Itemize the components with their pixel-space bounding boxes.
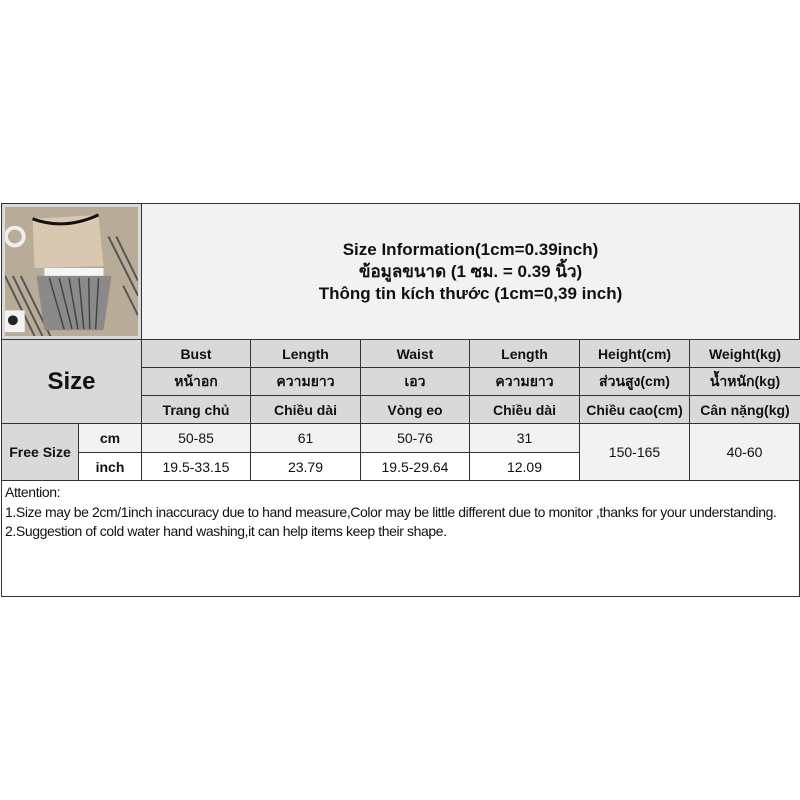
notes-heading: Attention: bbox=[5, 484, 61, 500]
column-header-en: Height(cm) bbox=[579, 339, 690, 368]
unit-inch: inch bbox=[78, 452, 142, 481]
notes-text: Attention: 1.Size may be 2cm/1inch inacc… bbox=[2, 481, 779, 544]
column-header-en: Weight(kg) bbox=[689, 339, 800, 368]
column-header-vi: Vòng eo bbox=[360, 395, 470, 424]
column-header-th: ส่วนสูง(cm) bbox=[579, 367, 690, 396]
cm-value-cell: 61 bbox=[250, 423, 361, 453]
title-english: Size Information(1cm=0.39inch) bbox=[342, 239, 599, 259]
free-size-label: Free Size bbox=[1, 423, 79, 481]
column-header-en: Length bbox=[250, 339, 361, 368]
column-header-th: น้ำหนัก(kg) bbox=[689, 367, 800, 396]
note-1: 1.Size may be 2cm/1inch inaccuracy due t… bbox=[5, 503, 777, 520]
column-header-vi: Trang chủ bbox=[141, 395, 251, 424]
column-header-en: Bust bbox=[141, 339, 251, 368]
unit-cm: cm bbox=[78, 423, 142, 453]
size-info-title: Size Information(1cm=0.39inch) ข้อมูลขนา… bbox=[141, 203, 800, 340]
column-header-vi: Chiều cao(cm) bbox=[579, 395, 690, 424]
title-vietnamese: Thông tin kích thước (1cm=0,39 inch) bbox=[318, 283, 623, 303]
column-header-vi: Chiều dài bbox=[250, 395, 361, 424]
column-header-th: เอว bbox=[360, 367, 470, 396]
column-header-vi: Cân nặng(kg) bbox=[689, 395, 800, 424]
cm-value-cell: 50-76 bbox=[360, 423, 470, 453]
cm-value-cell: 31 bbox=[469, 423, 580, 453]
column-header-th: ความยาว bbox=[469, 367, 580, 396]
column-header-en: Length bbox=[469, 339, 580, 368]
inch-value-cell: 23.79 bbox=[250, 452, 361, 481]
product-photo-image bbox=[5, 207, 138, 336]
column-header-en: Waist bbox=[360, 339, 470, 368]
cm-value-cell: 50-85 bbox=[141, 423, 251, 453]
column-header-th: ความยาว bbox=[250, 367, 361, 396]
note-2: 2.Suggestion of cold water hand washing,… bbox=[5, 523, 447, 539]
notes-box: Attention: 1.Size may be 2cm/1inch inacc… bbox=[1, 480, 800, 597]
inch-value-cell: 19.5-29.64 bbox=[360, 452, 470, 481]
column-header-vi: Chiều dài bbox=[469, 395, 580, 424]
size-header: Size bbox=[1, 339, 142, 424]
inch-value-cell: 19.5-33.15 bbox=[141, 452, 251, 481]
product-photo bbox=[1, 203, 142, 340]
title-thai: ข้อมูลขนาด (1 ซม. = 0.39 นิ้ว) bbox=[358, 261, 583, 281]
inch-value-cell: 12.09 bbox=[469, 452, 580, 481]
height-value: 150-165 bbox=[579, 423, 690, 481]
column-header-th: หน้าอก bbox=[141, 367, 251, 396]
weight-value: 40-60 bbox=[689, 423, 800, 481]
